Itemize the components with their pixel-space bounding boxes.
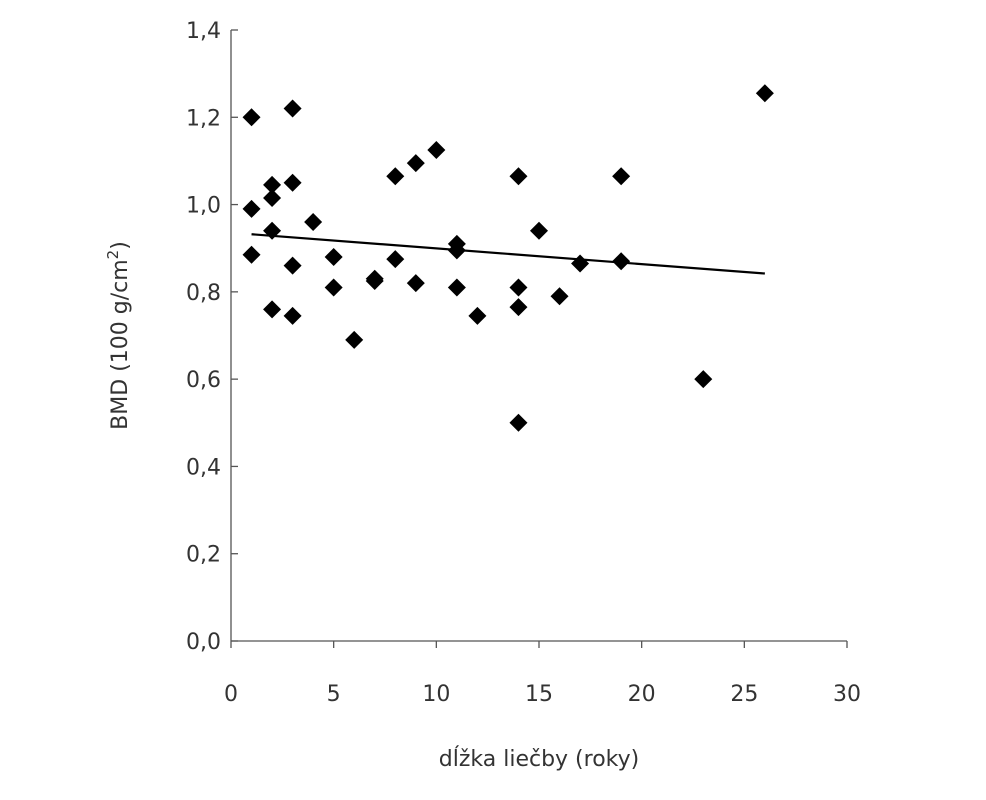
- y-tick-label: 1,2: [186, 106, 221, 131]
- data-point: [283, 173, 302, 192]
- data-point: [242, 245, 261, 264]
- y-tick-label: 0,6: [186, 368, 221, 393]
- x-axis-title: dĺžka liečby (roky): [439, 746, 639, 772]
- data-point: [468, 306, 487, 325]
- data-point: [283, 306, 302, 325]
- data-point: [571, 254, 590, 273]
- data-point: [694, 370, 713, 389]
- y-axis-title-superscript: 2: [104, 250, 122, 260]
- data-point: [509, 298, 528, 317]
- data-point: [263, 300, 282, 319]
- data-point: [509, 167, 528, 186]
- data-point: [755, 84, 774, 103]
- data-point: [263, 189, 282, 208]
- data-point: [612, 252, 631, 271]
- data-point: [242, 108, 261, 127]
- data-point: [447, 278, 466, 297]
- y-ticks: 0,0 0,2 0,4 0,6 0,8 1,0 1,2 1,4: [186, 19, 238, 655]
- data-point: [283, 99, 302, 118]
- data-point: [612, 167, 631, 186]
- data-points: [242, 84, 774, 432]
- y-tick-label: 1,4: [186, 19, 221, 44]
- y-tick-label: 0,8: [186, 281, 221, 306]
- y-tick-label: 1,0: [186, 194, 221, 219]
- data-point: [242, 199, 261, 218]
- axes: [230, 30, 847, 642]
- data-point: [530, 221, 548, 240]
- x-tick-label: 5: [327, 682, 341, 707]
- x-ticks: 0 5 10 15 20 25 30: [224, 641, 861, 707]
- y-tick-label: 0,2: [186, 543, 221, 568]
- data-point: [365, 271, 384, 290]
- data-point: [427, 141, 446, 160]
- data-point: [550, 287, 569, 306]
- data-point: [386, 250, 405, 269]
- data-point: [509, 413, 528, 432]
- x-tick-label: 20: [628, 682, 656, 707]
- data-point: [263, 175, 282, 194]
- data-point: [509, 278, 528, 297]
- x-tick-label: 10: [422, 682, 450, 707]
- y-axis-title: BMD (100 g/cm2): [104, 241, 133, 430]
- trend-line: [251, 233, 765, 275]
- x-tick-label: 15: [525, 682, 553, 707]
- data-point: [304, 213, 323, 232]
- data-point: [283, 256, 302, 275]
- y-axis-title-main: BMD (100 g/cm: [108, 259, 133, 429]
- data-point: [324, 278, 343, 297]
- data-point: [263, 221, 282, 240]
- x-tick-label: 0: [224, 682, 238, 707]
- data-point: [324, 247, 343, 266]
- y-tick-label: 0,0: [186, 630, 221, 655]
- data-point: [345, 330, 364, 349]
- data-point: [406, 154, 425, 173]
- y-axis-title-end: ): [108, 241, 133, 250]
- y-tick-label: 0,4: [186, 455, 221, 480]
- data-point: [386, 167, 405, 186]
- x-tick-label: 30: [833, 682, 861, 707]
- x-tick-label: 25: [730, 682, 758, 707]
- data-point: [447, 241, 466, 260]
- data-point: [406, 274, 425, 293]
